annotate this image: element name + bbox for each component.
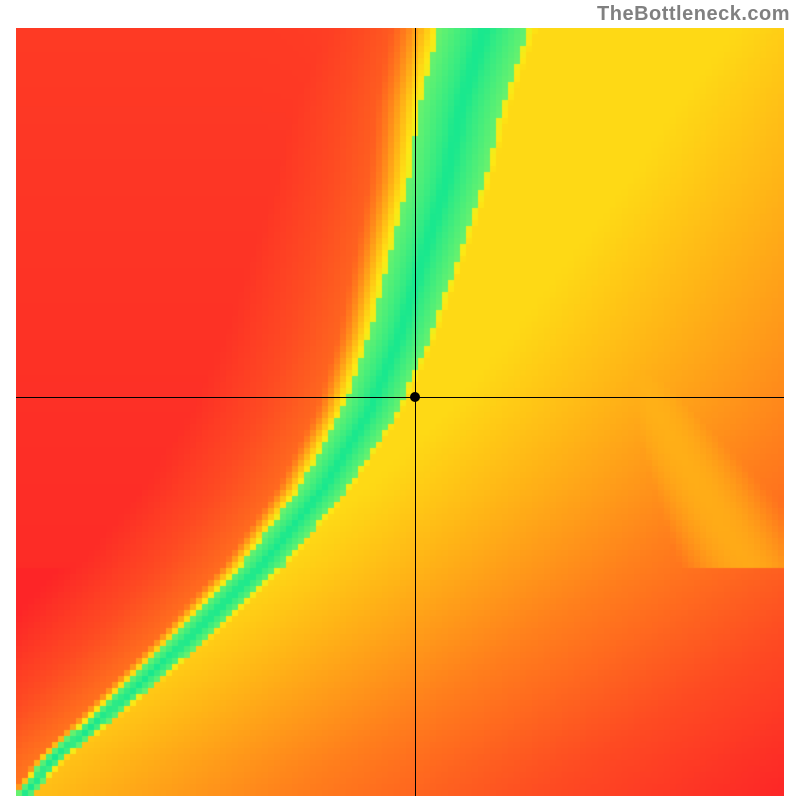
watermark-text: TheBottleneck.com — [597, 3, 790, 26]
crosshair-marker — [410, 392, 420, 402]
heatmap-canvas — [16, 28, 784, 796]
crosshair-vertical — [415, 28, 416, 796]
header: TheBottleneck.com — [0, 0, 800, 28]
heatmap-plot — [16, 28, 784, 796]
crosshair-horizontal — [16, 397, 784, 398]
